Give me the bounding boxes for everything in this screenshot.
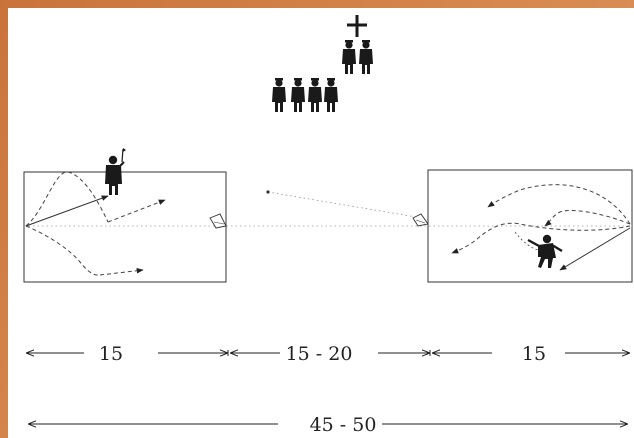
- total-dimension: 45 - 50: [310, 414, 377, 436]
- kite-icon: [209, 213, 227, 229]
- referee-icon: [105, 148, 126, 195]
- left-zone-box: [23, 171, 227, 283]
- dimension-row-total: 45 - 50: [28, 414, 628, 436]
- middle-zone-dimension: 15 - 20: [286, 343, 353, 365]
- cross-icon: [347, 15, 367, 37]
- officials-group: [342, 40, 373, 74]
- left-zone-movements: [25, 171, 166, 276]
- team-group-icon: [272, 78, 338, 112]
- throw-trajectory: [267, 191, 423, 219]
- right-zone-movements: [451, 184, 631, 271]
- dimension-row-zones: 15 15 - 20 15: [26, 343, 630, 365]
- right-zone-dimension: 15: [522, 343, 546, 365]
- kite-icon-right: [412, 213, 429, 227]
- left-zone-dimension: 15: [99, 343, 123, 365]
- player-icon: [527, 234, 563, 268]
- paper-background: [8, 8, 634, 438]
